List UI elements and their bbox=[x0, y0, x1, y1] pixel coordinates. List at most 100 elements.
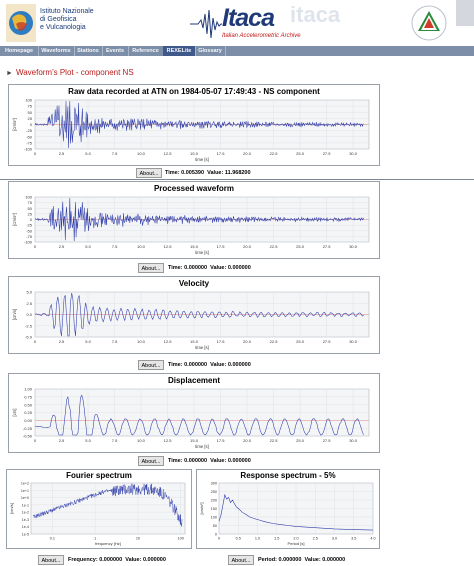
y-tick-label: 0 bbox=[215, 533, 217, 537]
org-line-3: e Vulcanologia bbox=[40, 24, 86, 31]
y-tick-label: 25 bbox=[28, 211, 33, 216]
ingv-logo[interactable] bbox=[6, 4, 36, 42]
x-tick-label: 1.5 bbox=[274, 537, 279, 541]
x-tick-label: 27.5 bbox=[323, 339, 332, 344]
x-tick-label: 17.5 bbox=[217, 244, 226, 249]
divider bbox=[0, 179, 474, 180]
app-subtitle: Italian Accelerometric Archive bbox=[222, 33, 301, 39]
x-tick-label: 0 bbox=[218, 537, 220, 541]
x-tick-label: 0.5 bbox=[236, 537, 241, 541]
period-readout: Period: 0.000000 Value: 0.000000 bbox=[258, 557, 346, 563]
y-tick-label: -0.50 bbox=[23, 434, 33, 439]
nav-waveforms[interactable]: Waveforms bbox=[38, 46, 75, 56]
y-tick-label: 50 bbox=[28, 206, 33, 211]
y-tick-label: 1e-3 bbox=[22, 518, 29, 522]
y-tick-label: 5.0 bbox=[26, 290, 32, 295]
seismogram-logo-icon bbox=[190, 9, 222, 39]
x-tick-label: 17.5 bbox=[217, 151, 226, 156]
x-tick-label: 5.0 bbox=[85, 438, 91, 443]
about-button-fourier[interactable]: About... bbox=[38, 555, 64, 565]
x-tick-label: 12.5 bbox=[164, 151, 173, 156]
nav-reference[interactable]: Reference bbox=[128, 46, 164, 56]
x-tick-label: 100 bbox=[178, 537, 184, 541]
main-nav: Homepage Waveforms Stations Events Refer… bbox=[0, 46, 474, 56]
x-tick-label: 10 bbox=[136, 537, 140, 541]
x-tick-label: 10.0 bbox=[137, 151, 146, 156]
x-tick-label: 10.0 bbox=[137, 244, 146, 249]
y-tick-label: 150 bbox=[211, 507, 217, 511]
velocity-chart[interactable]: 5.0 2.5 0.0 -2.5 -5.00 2.5 5.0 7.5 10.0 12.5 15.0 1… bbox=[9, 289, 379, 353]
nav-rexelite[interactable]: REXELite bbox=[163, 46, 196, 56]
nav-events[interactable]: Events bbox=[102, 46, 129, 56]
about-button-processed[interactable]: About... bbox=[138, 263, 164, 273]
y-tick-label: 100 bbox=[211, 516, 217, 520]
y-tick-label: -75 bbox=[26, 234, 33, 239]
x-tick-label: 20.0 bbox=[243, 244, 252, 249]
plot-title: Raw data recorded at ATN on 1984-05-07 1… bbox=[68, 87, 320, 96]
processed-waveform-plot: Processed waveform 100 75 50 25 0 -25 -50 -75 -1… bbox=[8, 181, 380, 259]
ingv-name: Istituto Nazionale di Geofisica e Vulcan… bbox=[40, 8, 94, 32]
x-tick-label: 2.5 bbox=[59, 339, 65, 344]
displacement-chart[interactable]: 1.00 0.75 0.50 0.25 0.00 -0.25 -0.500 2.5 5.0 7.5… bbox=[9, 386, 379, 452]
about-button-velocity[interactable]: About... bbox=[138, 360, 164, 370]
y-tick-label: 100 bbox=[25, 195, 32, 200]
site-header: Istituto Nazionale di Geofisica e Vulcan… bbox=[0, 0, 474, 46]
y-tick-label: 1e-5 bbox=[22, 533, 29, 537]
response-chart[interactable]: 300 250 200 150 100 50 00 0.5 1.0 1.5 2.0 2.5 3.0 3.5… bbox=[197, 480, 379, 548]
plot-title: Processed waveform bbox=[153, 184, 235, 193]
itaca-ghost-text: itaca bbox=[290, 2, 341, 27]
x-tick-label: 25.0 bbox=[296, 339, 305, 344]
waveform-trace bbox=[34, 197, 364, 242]
x-tick-label: 15.0 bbox=[190, 151, 199, 156]
y-tick-label: 1.00 bbox=[24, 387, 33, 392]
x-tick-label: 7.5 bbox=[112, 244, 118, 249]
x-tick-label: 12.5 bbox=[164, 438, 173, 443]
y-tick-label: -100 bbox=[24, 147, 33, 152]
time-readout-processed: Time: 0.000000 Value: 0.000000 bbox=[168, 265, 251, 271]
x-tick-label: 3.5 bbox=[351, 537, 356, 541]
nav-glossary[interactable]: Glossary bbox=[195, 46, 226, 56]
x-tick-label: 7.5 bbox=[112, 151, 118, 156]
y-tick-label: 1e-1 bbox=[22, 503, 29, 507]
nav-stations[interactable]: Stations bbox=[74, 46, 103, 56]
plot-title: Velocity bbox=[178, 279, 210, 288]
x-tick-label: 2.5 bbox=[313, 537, 318, 541]
x-tick-label: 17.5 bbox=[217, 438, 226, 443]
nav-homepage[interactable]: Homepage bbox=[0, 46, 39, 56]
x-tick-label: 15.0 bbox=[190, 244, 199, 249]
x-tick-label: 25.0 bbox=[296, 244, 305, 249]
about-button-response[interactable]: About... bbox=[228, 555, 254, 565]
fourier-chart[interactable]: 1e+2 1e+1 1e+0 1e-1 1e-2 1e-3 1e-4 1e-5 0.1 1 10 10… bbox=[7, 480, 191, 548]
x-tick-label: 27.5 bbox=[323, 151, 332, 156]
x-tick-label: 15.0 bbox=[190, 339, 199, 344]
x-tick-label: 1.0 bbox=[255, 537, 260, 541]
y-tick-label: 1e+1 bbox=[21, 489, 29, 493]
waveform-trace bbox=[34, 100, 364, 149]
protezione-civile-logo[interactable] bbox=[410, 4, 448, 42]
x-tick-label: 20.0 bbox=[243, 339, 252, 344]
y-tick-label: 0.50 bbox=[24, 402, 33, 407]
y-tick-label: 100 bbox=[25, 98, 32, 103]
x-tick-label: 30.0 bbox=[349, 244, 358, 249]
x-tick-label: 10.0 bbox=[137, 438, 146, 443]
x-tick-label: 22.5 bbox=[270, 151, 279, 156]
y-tick-label: 200 bbox=[211, 499, 217, 503]
displacement-plot: Displacement 1.00 0.75 0.50 0.25 0.00 -0.25 -0… bbox=[8, 373, 380, 453]
app-title[interactable]: Itaca bbox=[222, 4, 275, 32]
x-tick-label: 0 bbox=[34, 438, 37, 443]
waveform-trace bbox=[34, 292, 364, 337]
about-button-raw[interactable]: About... bbox=[136, 168, 162, 178]
about-button-displacement[interactable]: About... bbox=[138, 456, 164, 466]
x-axis-label: time [s] bbox=[195, 345, 209, 350]
fourier-spectrum-plot: Fourier spectrum 1e+2 1e+1 1e+0 1e-1 1e-2 1e-… bbox=[6, 469, 192, 549]
corner-tab bbox=[456, 0, 474, 26]
x-tick-label: 20.0 bbox=[243, 438, 252, 443]
x-tick-label: 2.5 bbox=[59, 244, 65, 249]
x-tick-label: 0.1 bbox=[50, 537, 55, 541]
x-tick-label: 27.5 bbox=[323, 438, 332, 443]
x-tick-label: 5.0 bbox=[85, 151, 91, 156]
y-tick-label: 0.25 bbox=[24, 410, 33, 415]
y-tick-label: 1e+0 bbox=[21, 496, 29, 500]
